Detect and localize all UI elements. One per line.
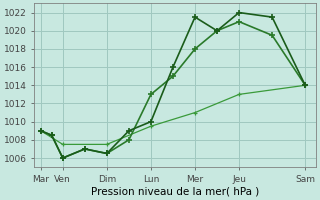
X-axis label: Pression niveau de la mer( hPa ): Pression niveau de la mer( hPa ): [91, 187, 259, 197]
